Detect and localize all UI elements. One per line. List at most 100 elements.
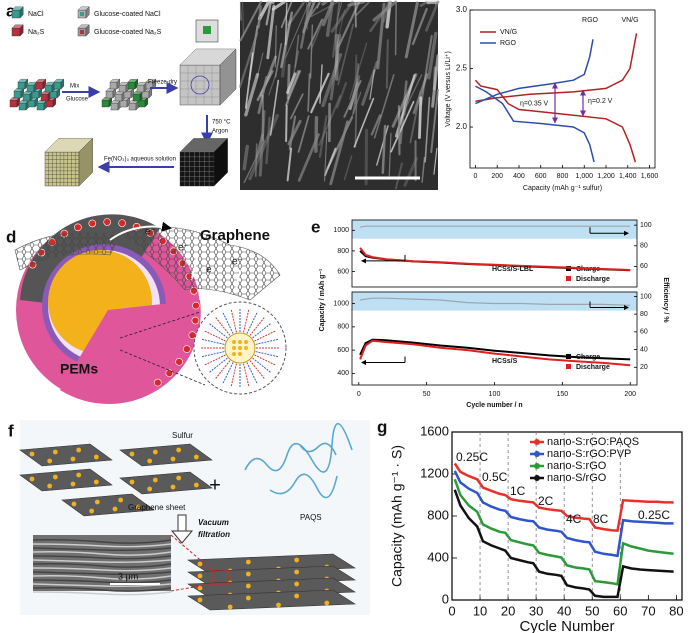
voltage-curve: [474, 79, 637, 163]
cube-side-shade: [79, 138, 93, 186]
sem-fiber: [319, 64, 323, 104]
polymer-chain: [200, 338, 225, 345]
cube-side: [85, 24, 90, 37]
sulfur-dot: [52, 449, 58, 455]
electron-label: e⁻: [232, 257, 243, 268]
sem-fiber: [274, 25, 277, 68]
legend-marker: [534, 475, 540, 481]
tick-label: 200: [491, 173, 503, 180]
cube-side: [19, 24, 24, 37]
sem-fiber: [420, 34, 433, 106]
cut-face: [60, 300, 201, 405]
polymer-chain: [208, 357, 228, 374]
cube-side-shade: [153, 79, 156, 89]
tick-label: 40: [557, 603, 571, 618]
cube-side-shade: [20, 24, 24, 36]
sulfur-dot: [324, 600, 330, 606]
cube-top-shade: [36, 79, 46, 82]
sem-fiber: [411, 7, 428, 46]
cube-side-shade: [53, 97, 56, 107]
sem-fiber: [354, 54, 358, 104]
polymer-chain: [246, 311, 258, 334]
cycle-curve: [359, 339, 631, 367]
sulfur-dot: [70, 481, 76, 487]
sulfur-dot: [93, 479, 99, 485]
sem-layer: [32, 555, 172, 560]
zoom-core: [203, 26, 211, 34]
tick-label: 800: [337, 324, 349, 331]
sem-fiber: [266, 4, 276, 60]
panel-label: f: [8, 421, 14, 440]
sem-fiber: [258, 110, 266, 177]
axis-title: Voltage (V versus Li/Li⁺): [445, 51, 452, 127]
sulfur-particle: [232, 346, 236, 350]
sem-fiber: [239, 0, 262, 42]
tick-label: 1600: [420, 423, 449, 438]
cube-top-shade: [45, 82, 55, 85]
pem-dot: [192, 301, 200, 310]
sem-fiber: [403, 157, 418, 187]
cube-side: [19, 6, 24, 19]
cube-side-shade: [220, 49, 236, 105]
sem-fiber: [284, 2, 288, 46]
cube-side-shade: [61, 79, 64, 89]
sem-fiber: [330, 0, 354, 33]
label: Argon: [212, 129, 228, 135]
rate-label: 2C: [538, 494, 554, 508]
tick-label: 200: [624, 391, 636, 398]
tick-label: 1000: [333, 227, 349, 234]
sem-fiber: [307, 18, 324, 50]
pem-dot: [191, 316, 200, 325]
tick-label: 800: [557, 173, 569, 180]
tick-label: 60: [640, 263, 648, 270]
voltage-curve: [475, 39, 594, 105]
sem-fiber: [287, 119, 302, 146]
sem-fiber: [254, 143, 258, 177]
sem-fiber: [257, 76, 268, 115]
axis-title: Capacity / mAh g⁻¹: [319, 268, 326, 331]
annotation: RGO: [582, 17, 599, 24]
tick-label: 600: [337, 268, 349, 275]
sem-layer: [32, 579, 172, 584]
sem-fiber: [253, 15, 261, 45]
sulfur-dot: [70, 456, 76, 462]
pem-dot: [183, 345, 191, 353]
sem-fiber: [310, 18, 325, 50]
sem-fiber: [329, 33, 342, 101]
legend-label: VN/G: [500, 29, 517, 36]
sem-fiber: [307, 0, 312, 7]
legend-marker: [534, 439, 540, 445]
sem-fiber: [394, 1, 397, 56]
polymer-chain: [230, 363, 237, 388]
cube-dot: [80, 30, 84, 34]
sulfur-dot: [76, 472, 82, 478]
sem-fiber: [337, 23, 355, 86]
legend-swatch: [566, 364, 571, 369]
sulfur-dot: [118, 497, 124, 503]
sem-fiber: [355, 1, 370, 16]
sem-fiber: [285, 2, 310, 59]
sem-fiber: [325, 0, 335, 37]
sem-layer: [32, 587, 172, 592]
sem-fiber: [321, 53, 343, 108]
legend-label: Discharge: [576, 364, 610, 371]
polymer-chain: [254, 330, 277, 342]
sulfur-dot: [193, 482, 199, 488]
sulfur-particle: [232, 352, 236, 356]
rate-label: 0.25C: [456, 450, 488, 464]
sem-fiber: [248, 114, 279, 181]
sulfur-dot: [47, 483, 53, 489]
cube-side-shade: [86, 6, 90, 18]
legend-swatch: [566, 354, 571, 359]
tick-label: 400: [337, 370, 349, 377]
label: Vacuum: [198, 518, 229, 527]
sem-layer: [32, 551, 172, 556]
sem-fiber: [336, 1, 343, 21]
sem-fiber: [297, 115, 310, 153]
graphene-sheet: [19, 443, 113, 467]
tick-label: 60: [640, 329, 648, 336]
sem-fiber: [289, 93, 304, 120]
sem-fiber: [432, 66, 437, 91]
zoom-box: [211, 569, 229, 585]
